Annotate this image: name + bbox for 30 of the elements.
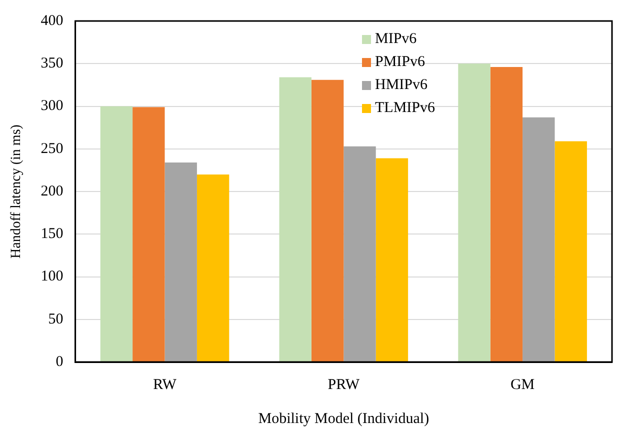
y-tick-label: 400	[40, 12, 64, 29]
y-tick-label: 300	[40, 98, 64, 114]
bar	[164, 162, 197, 362]
legend-label: PMIPv6	[375, 53, 426, 72]
bar	[311, 80, 344, 362]
bar	[344, 146, 376, 362]
bar	[522, 117, 555, 362]
bar	[554, 141, 587, 362]
y-tick-label: 200	[40, 183, 64, 200]
y-tick-label: 100	[40, 268, 64, 285]
bar	[100, 106, 133, 362]
bar	[279, 77, 312, 362]
legend-label: TLMIPv6	[375, 99, 435, 118]
y-tick-label: 350	[40, 56, 64, 72]
bar	[196, 174, 230, 362]
bar	[490, 67, 523, 362]
bar	[132, 107, 165, 362]
legend-label: MIPv6	[375, 30, 417, 49]
y-axis-title: Handoff latency (in ms)	[9, 124, 24, 258]
bar	[458, 64, 490, 362]
y-tick-label: 0	[56, 354, 64, 370]
bar	[376, 158, 408, 362]
x-tick-label: RW	[153, 376, 178, 393]
x-axis-title: Mobility Model (Individual)	[258, 410, 430, 427]
y-tick-label: 150	[40, 226, 64, 242]
legend-label: HMIPv6	[375, 76, 428, 95]
y-tick-label: 250	[40, 140, 64, 157]
x-tick-label: GM	[510, 376, 535, 393]
y-tick-label: 50	[48, 311, 64, 328]
x-tick-label: PRW	[328, 376, 360, 393]
